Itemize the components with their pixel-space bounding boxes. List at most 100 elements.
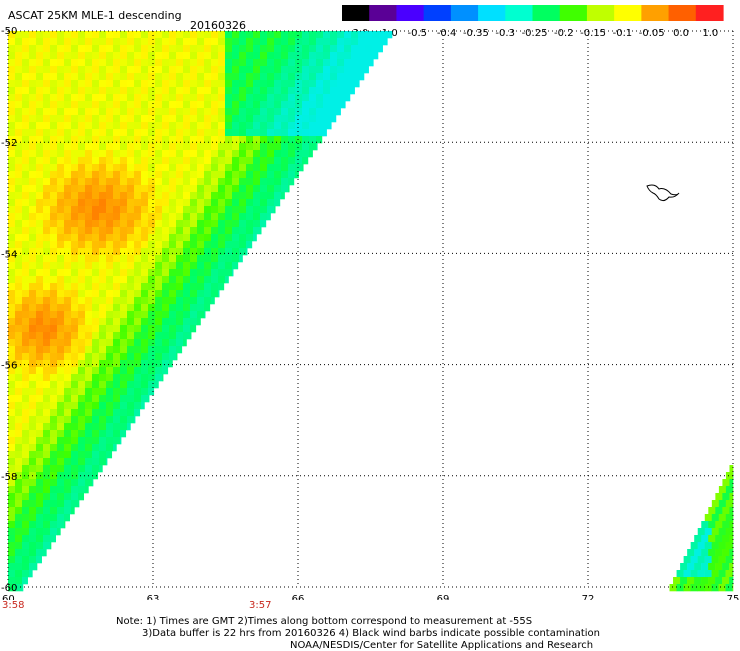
swath-cell bbox=[162, 38, 169, 45]
swath-cell bbox=[113, 171, 120, 178]
swath-cell bbox=[218, 290, 219, 297]
swath-cell bbox=[148, 255, 155, 262]
swath-cell bbox=[57, 507, 64, 514]
swath-cell bbox=[232, 206, 239, 213]
swath-cell bbox=[106, 297, 113, 304]
swath-cell bbox=[71, 241, 78, 248]
swath-cell bbox=[50, 31, 57, 38]
swath-cell bbox=[190, 332, 191, 339]
swath-cell bbox=[85, 115, 92, 122]
swath-cell bbox=[50, 325, 57, 332]
swath-cell bbox=[141, 360, 148, 367]
swath-cell bbox=[71, 297, 78, 304]
swath-cell bbox=[120, 178, 127, 185]
swath-cell bbox=[43, 269, 50, 276]
swath-cell bbox=[722, 521, 729, 528]
swath-cell bbox=[113, 437, 120, 444]
swath-cell bbox=[78, 374, 85, 381]
swath-cell bbox=[176, 227, 183, 234]
swath-cell bbox=[113, 101, 120, 108]
swath-cell bbox=[218, 213, 225, 220]
swath-cell bbox=[57, 276, 64, 283]
swath-cell bbox=[99, 276, 106, 283]
swath-cell bbox=[218, 206, 225, 213]
swath-cell bbox=[106, 353, 113, 360]
swath-cell bbox=[36, 472, 43, 479]
swath-cell bbox=[8, 227, 15, 234]
swath-cell bbox=[330, 66, 337, 73]
swath-cell bbox=[246, 171, 253, 178]
swath-cell bbox=[50, 507, 57, 514]
swath-cell bbox=[36, 521, 43, 528]
swath-cell bbox=[162, 150, 169, 157]
swath-cell bbox=[141, 66, 148, 73]
swath-cell bbox=[183, 143, 190, 150]
swath-cell bbox=[211, 192, 218, 199]
swath-cell bbox=[57, 500, 64, 507]
swath-cell bbox=[22, 255, 29, 262]
swath-cell bbox=[267, 150, 274, 157]
swath-cell bbox=[127, 185, 134, 192]
swath-cell bbox=[141, 150, 148, 157]
swath-cell bbox=[92, 409, 99, 416]
swath-cell bbox=[134, 164, 141, 171]
swath-cell bbox=[722, 479, 729, 486]
swath-cell bbox=[337, 87, 344, 94]
swath-cell bbox=[169, 108, 176, 115]
swath-cell bbox=[99, 388, 106, 395]
swath-cell bbox=[323, 59, 330, 66]
swath-cell bbox=[43, 318, 50, 325]
swath-cell bbox=[162, 346, 169, 353]
swath-cell bbox=[64, 388, 71, 395]
note-line-2: 3)Data buffer is 22 hrs from 20160326 4)… bbox=[142, 629, 600, 639]
swath-cell bbox=[134, 339, 141, 346]
swath-cell bbox=[36, 262, 43, 269]
swath-cell bbox=[288, 87, 295, 94]
swath-cell bbox=[204, 283, 211, 290]
swath-cell bbox=[148, 367, 155, 374]
swath-cell bbox=[211, 94, 218, 101]
swath-cell bbox=[99, 150, 106, 157]
swath-cell bbox=[92, 192, 99, 199]
swath-cells bbox=[8, 31, 733, 591]
swath-cell bbox=[22, 535, 29, 542]
swath-cell bbox=[99, 129, 106, 136]
swath-cell bbox=[99, 157, 106, 164]
swath-cell bbox=[274, 199, 280, 206]
swath-cell bbox=[71, 283, 78, 290]
swath-cell bbox=[295, 94, 302, 101]
swath-cell bbox=[204, 52, 211, 59]
swath-cell bbox=[85, 220, 92, 227]
swath-cell bbox=[155, 374, 162, 381]
swath-cell bbox=[183, 255, 190, 262]
swath-cell bbox=[169, 213, 176, 220]
swath-cell bbox=[64, 73, 71, 80]
swath-cell bbox=[316, 31, 323, 38]
swath-cell bbox=[78, 241, 85, 248]
swath-cell bbox=[64, 59, 71, 66]
swath-cell bbox=[22, 528, 29, 535]
swath-cell bbox=[127, 255, 134, 262]
swath-cell bbox=[141, 234, 148, 241]
swath-cell bbox=[78, 192, 85, 199]
swath-cell bbox=[239, 94, 246, 101]
swath-cell bbox=[50, 444, 57, 451]
swath-cell bbox=[92, 451, 99, 458]
swath-cell bbox=[8, 171, 15, 178]
swath-cell bbox=[176, 59, 183, 66]
swath-cell bbox=[197, 255, 204, 262]
swath-cell bbox=[239, 80, 246, 87]
swath-cell bbox=[127, 66, 134, 73]
swath-cell bbox=[64, 255, 71, 262]
swath-cell bbox=[169, 283, 176, 290]
swath-cell bbox=[218, 241, 225, 248]
swath-cell bbox=[36, 255, 43, 262]
swath-cell bbox=[155, 143, 162, 150]
swath-cell bbox=[218, 31, 225, 38]
swath-cell bbox=[155, 164, 162, 171]
swath-cell bbox=[155, 178, 162, 185]
swath-cell bbox=[99, 31, 106, 38]
swath-cell bbox=[29, 332, 36, 339]
y-tick-label: -58 bbox=[1, 472, 17, 483]
swath-cell bbox=[155, 87, 162, 94]
